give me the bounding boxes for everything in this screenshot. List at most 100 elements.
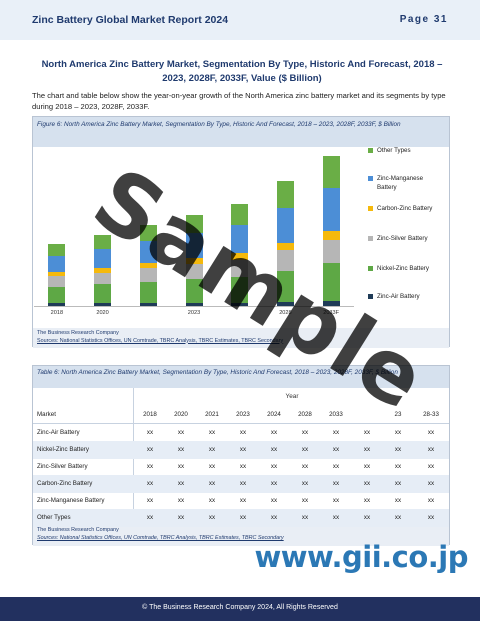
x-tick-label: 2020: [96, 310, 109, 316]
table-cell: xx: [270, 514, 278, 521]
page-number: Page 31: [399, 14, 448, 25]
table-cell: xx: [239, 514, 247, 521]
table-cell: xx: [177, 463, 185, 470]
bar-segment-nickel-zinc-battery: [185, 279, 203, 303]
legend-label: Carbon-Zinc Battery: [377, 205, 433, 212]
table-cell: xx: [146, 480, 154, 487]
table-cell: xx: [427, 514, 435, 521]
column-header-market: Market: [37, 411, 56, 418]
table-cell: xx: [394, 463, 402, 470]
section-title: North America Zinc Battery Market, Segme…: [41, 59, 443, 84]
row-label: Zinc-Air Battery: [37, 429, 80, 436]
bar-segment-zinc-air-battery: [276, 301, 294, 306]
table-cell: xx: [363, 429, 371, 436]
column-header-year: 2024: [267, 411, 281, 418]
bar-segment-carbon-zinc-battery: [139, 262, 157, 269]
bar-segment-nickel-zinc-battery: [276, 270, 294, 302]
bar-segment-nickel-zinc-battery: [48, 287, 66, 304]
column-header-year: 2021: [205, 411, 219, 418]
legend-swatch: [368, 176, 373, 181]
bar-segment-carbon-zinc-battery: [94, 267, 112, 273]
bar-segment-zinc-silver-battery: [94, 272, 112, 285]
legend-swatch: [368, 294, 373, 299]
table-caption: Table 6: North America Zinc Battery Mark…: [33, 366, 449, 388]
figure-footer: The Business Research Company Sources: N…: [33, 328, 449, 348]
bar-segment-zinc-manganese-battery: [322, 188, 340, 232]
bar-segment-zinc-manganese-battery: [139, 241, 157, 263]
table-cell: xx: [177, 514, 185, 521]
table-cell: xx: [332, 429, 340, 436]
legend-swatch: [368, 148, 373, 153]
table-cell: xx: [332, 497, 340, 504]
table-cell: xx: [363, 497, 371, 504]
table-cell: xx: [239, 480, 247, 487]
column-header-year: 2020: [174, 411, 188, 418]
table-cell: xx: [301, 429, 309, 436]
table-cell: xx: [394, 480, 402, 487]
table-cell: xx: [208, 429, 216, 436]
bar-segment-carbon-zinc-battery: [48, 272, 66, 277]
table-footer: The Business Research Company Sources: N…: [33, 524, 449, 546]
bar-2028: [276, 180, 294, 306]
table-cell: xx: [301, 480, 309, 487]
column-header-year: 2023: [236, 411, 250, 418]
table-cell: xx: [270, 446, 278, 453]
bar-2020: [94, 235, 112, 306]
table-cell: xx: [394, 514, 402, 521]
table-cell: xx: [363, 514, 371, 521]
table-cell: xx: [427, 497, 435, 504]
row-label: Zinc-Manganese Battery: [37, 497, 105, 504]
legend-label: Zinc-Silver Battery: [377, 235, 428, 242]
legend-swatch: [368, 206, 373, 211]
table-cell: xx: [301, 463, 309, 470]
table-cell: xx: [427, 480, 435, 487]
bar-segment-carbon-zinc-battery: [185, 258, 203, 265]
bar-segment-zinc-air-battery: [185, 302, 203, 306]
bar-2018: [48, 244, 66, 306]
table-source-org: The Business Research Company: [37, 527, 119, 533]
table-cell: xx: [427, 463, 435, 470]
bar-segment-zinc-silver-battery: [276, 250, 294, 271]
bar-segment-other-types: [231, 203, 249, 226]
table-row: Zinc-Silver Battery xx xx xx xx xx xx xx xx xx xx: [33, 458, 449, 476]
bar-segment-zinc-silver-battery: [48, 276, 66, 288]
table-cell: xx: [146, 446, 154, 453]
x-tick-label: 2023: [187, 310, 201, 316]
table-cell: xx: [394, 446, 402, 453]
table-cell: xx: [208, 463, 216, 470]
bar-segment-nickel-zinc-battery: [322, 263, 340, 301]
chart-baseline: [34, 306, 354, 307]
table-cell: xx: [239, 497, 247, 504]
column-header-year: 2018: [143, 411, 157, 418]
figure-box: Figure 6: North America Zinc Battery Mar…: [32, 116, 450, 348]
table-row: Carbon-Zinc Battery xx xx xx xx xx xx xx xx xx xx: [33, 475, 449, 493]
report-title: Zinc Battery Global Market Report 2024: [32, 14, 229, 26]
table-cell: xx: [332, 514, 340, 521]
bar-year-5: [231, 203, 249, 306]
figure-source-org: The Business Research Company: [37, 330, 119, 336]
bar-segment-other-types: [322, 156, 340, 189]
table-cell: xx: [394, 429, 402, 436]
table-cell: xx: [146, 514, 154, 521]
bar-segment-other-types: [48, 244, 66, 256]
x-tick-label: 2033F: [323, 310, 340, 316]
table-column-header-row: Market 2018 2020 2021 2023 2024 2028 2033 23 28-3…: [33, 406, 449, 424]
table-cell: xx: [270, 429, 278, 436]
table-cell: xx: [301, 514, 309, 521]
bar-segment-zinc-manganese-battery: [185, 233, 203, 259]
bar-segment-carbon-zinc-battery: [231, 253, 249, 260]
page-header: Zinc Battery Global Market Report 2024 P…: [0, 0, 480, 40]
table-cell: xx: [427, 446, 435, 453]
bar-segment-zinc-air-battery: [231, 302, 249, 306]
page-footer: © The Business Research Company 2024, Al…: [0, 597, 480, 621]
table-cell: xx: [208, 497, 216, 504]
bar-segment-zinc-air-battery: [322, 300, 340, 306]
bar-segment-zinc-silver-battery: [322, 239, 340, 263]
table-cell: xx: [146, 463, 154, 470]
bar-segment-zinc-manganese-battery: [231, 225, 249, 254]
table-cell: xx: [239, 429, 247, 436]
table-cell: xx: [363, 446, 371, 453]
bar-segment-other-types: [139, 225, 157, 242]
bar-segment-zinc-silver-battery: [139, 268, 157, 282]
column-header-year: 2033: [329, 411, 343, 418]
